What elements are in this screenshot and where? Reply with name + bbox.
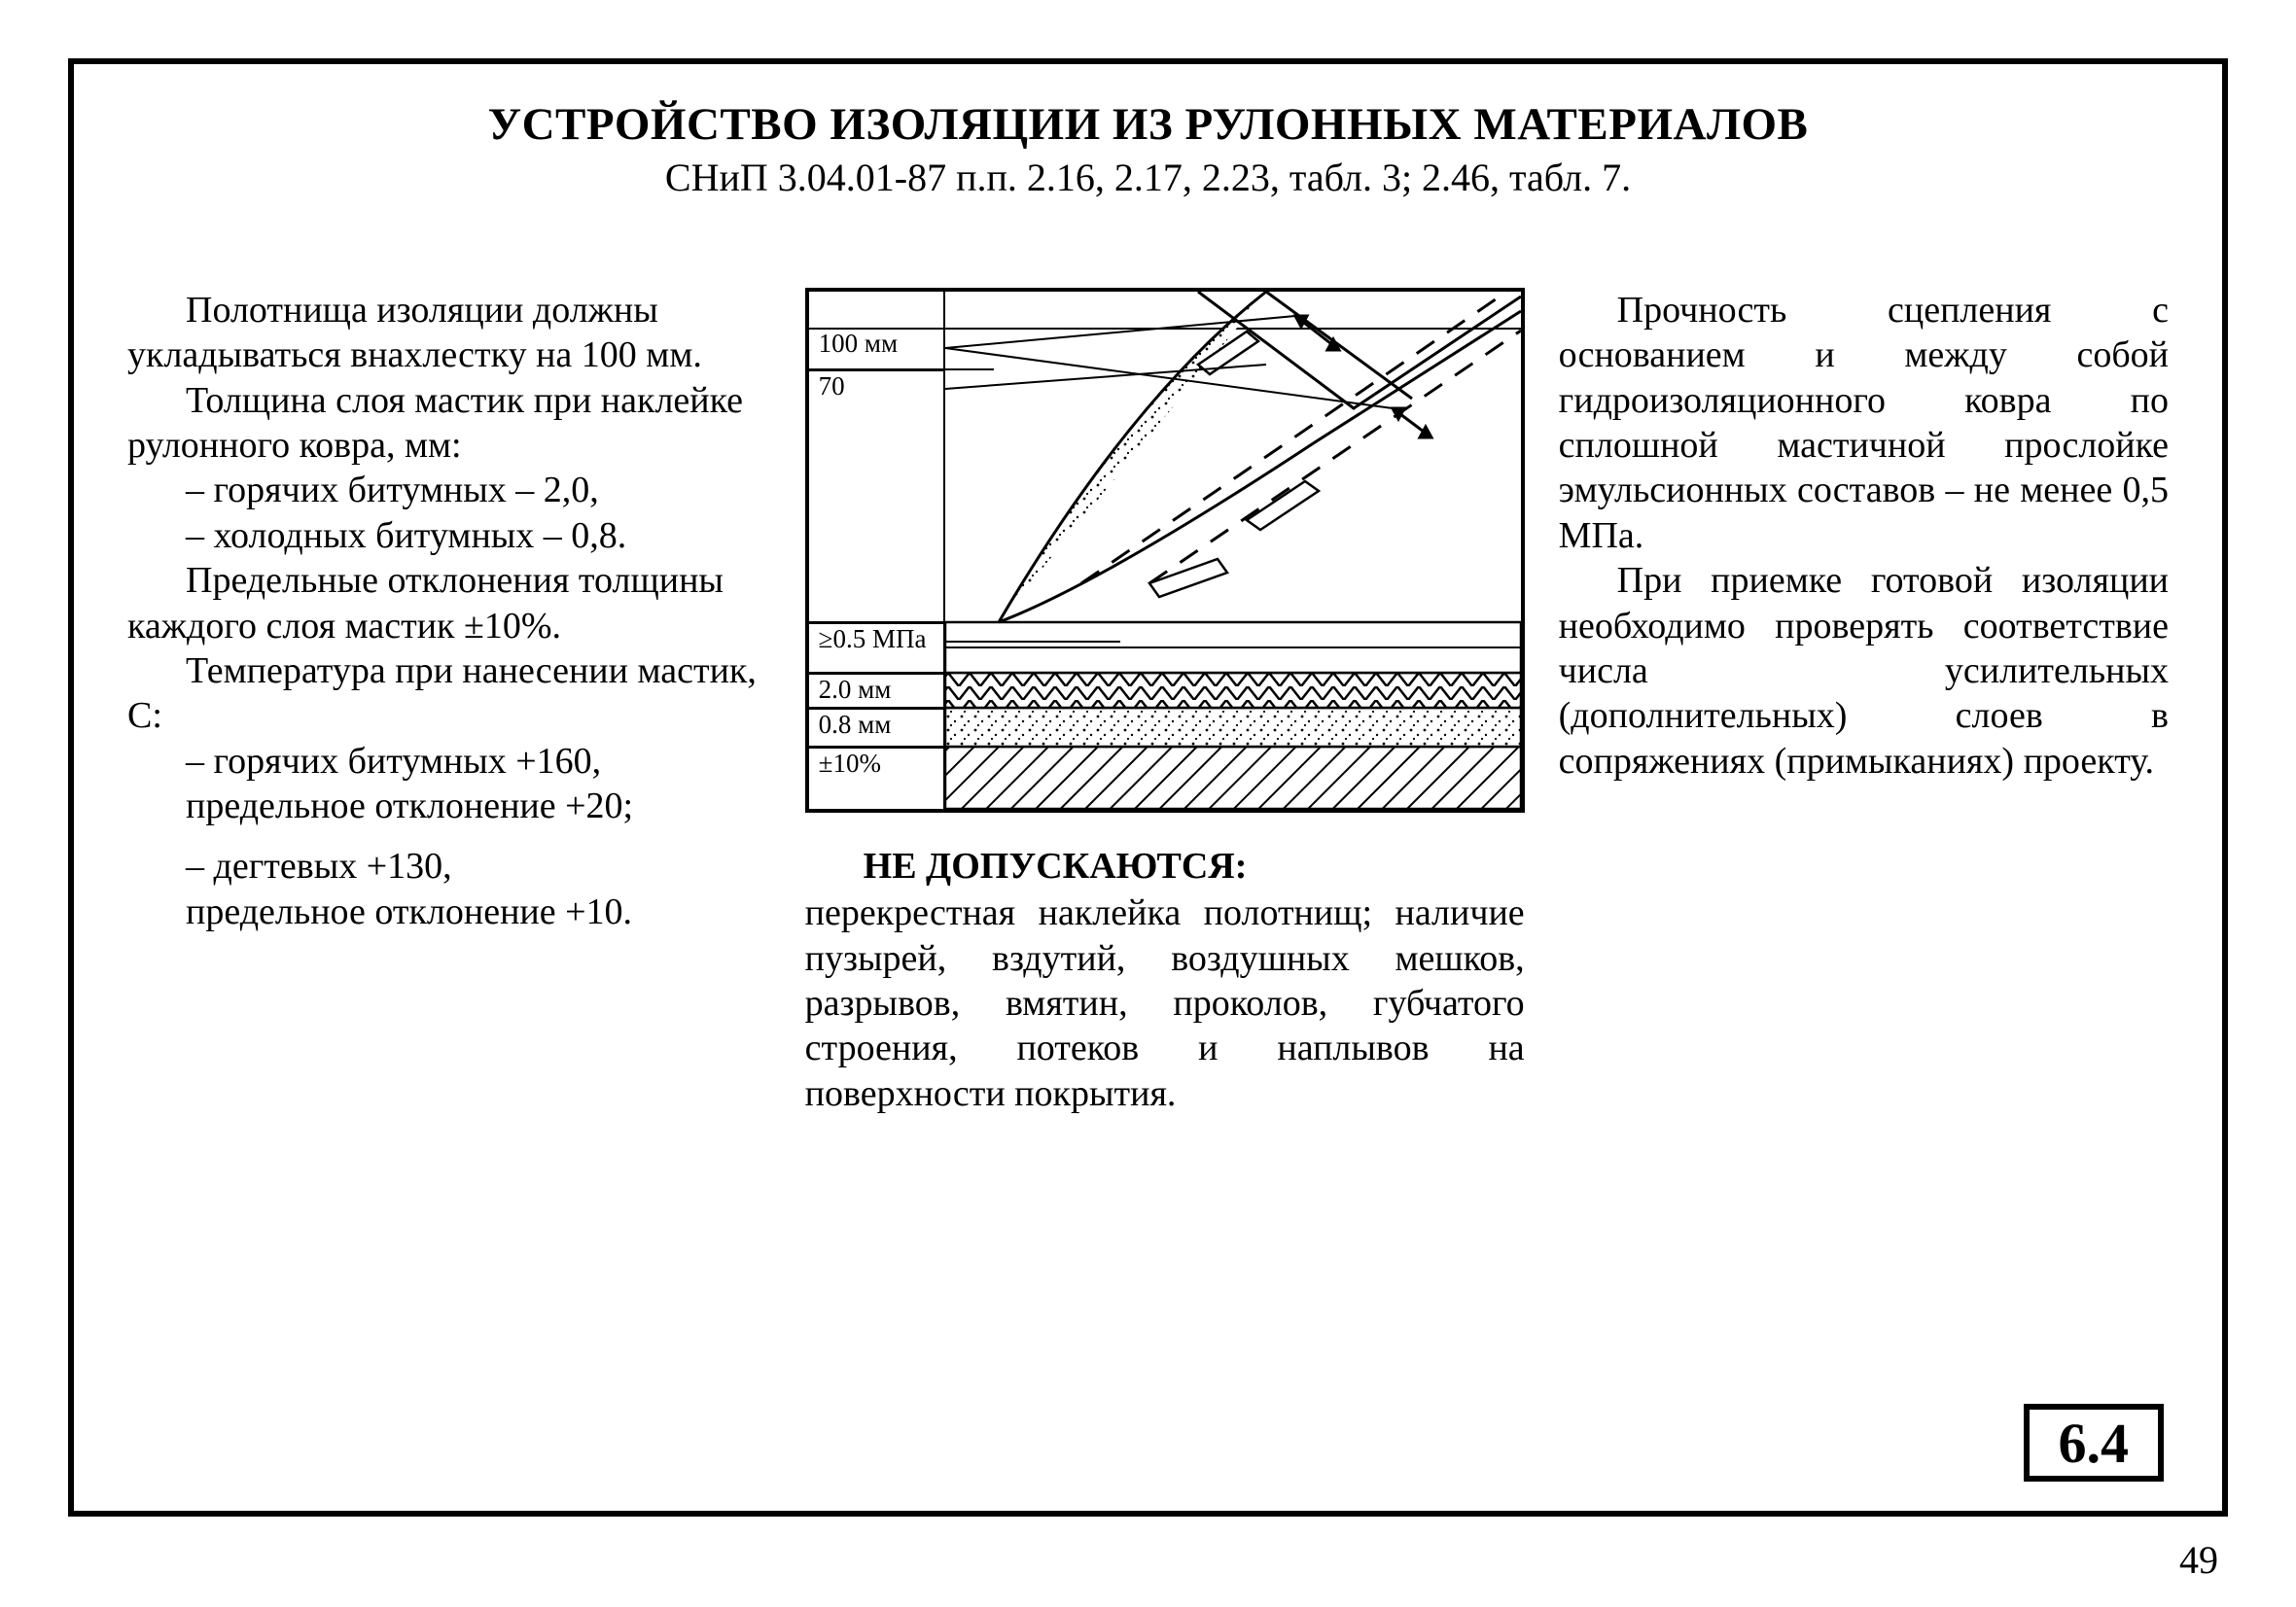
page-subtitle: СНиП 3.04.01-87 п.п. 2.16, 2.17, 2.23, т… bbox=[127, 155, 2169, 200]
page: УСТРОЙСТВО ИЗОЛЯЦИИ ИЗ РУЛОННЫХ МАТЕРИАЛ… bbox=[0, 0, 2296, 1607]
page-title: УСТРОЙСТВО ИЗОЛЯЦИИ ИЗ РУЛОННЫХ МАТЕРИАЛ… bbox=[127, 98, 2169, 151]
spacer bbox=[127, 828, 771, 844]
diagram-svg bbox=[809, 292, 1521, 809]
left-item-4b: предельное отклонение +10. bbox=[127, 890, 771, 934]
left-item-2: – холодных битумных – 0,8. bbox=[127, 513, 771, 558]
columns: Полотнища изоляции должны укладываться в… bbox=[127, 288, 2169, 1116]
left-item-4: – дегтевых +130, bbox=[127, 844, 771, 889]
left-p2: Толщина слоя мастик при наклейке рулонно… bbox=[127, 378, 771, 469]
section-number: 6.4 bbox=[2059, 1412, 2130, 1475]
content-frame: УСТРОЙСТВО ИЗОЛЯЦИИ ИЗ РУЛОННЫХ МАТЕРИАЛ… bbox=[68, 58, 2228, 1517]
right-p2: При приемке готовой изоляции необходимо … bbox=[1559, 558, 2169, 784]
left-item-3: – горячих битумных +160, предельное откл… bbox=[127, 739, 771, 829]
left-p3: Предельные отклонения толщины каждого сл… bbox=[127, 558, 771, 648]
defects-text: перекрестная наклейка полотнищ; наличие … bbox=[805, 891, 1525, 1116]
left-column: Полотнища изоляции должны укладываться в… bbox=[127, 288, 771, 1116]
left-p1: Полотнища изоляции должны укладываться в… bbox=[127, 288, 771, 378]
defects-heading: НЕ ДОПУСКАЮТСЯ: bbox=[805, 844, 1525, 889]
left-p4: Температура при нанесении мастик, С: bbox=[127, 648, 771, 739]
left-item-1: – горячих битумных – 2,0, bbox=[127, 468, 771, 512]
defects-block: НЕ ДОПУСКАЮТСЯ: перекрестная наклейка по… bbox=[805, 844, 1525, 1116]
middle-column: 100 мм 70 ≥0.5 МПа 2.0 мм 0.8 мм ±10% bbox=[805, 288, 1525, 1116]
diagram: 100 мм 70 ≥0.5 МПа 2.0 мм 0.8 мм ±10% bbox=[805, 288, 1525, 813]
section-number-box: 6.4 bbox=[2024, 1404, 2165, 1482]
right-column: Прочность сцепления с основанием и между… bbox=[1559, 288, 2169, 1116]
page-number: 49 bbox=[2179, 1537, 2218, 1583]
header-block: УСТРОЙСТВО ИЗОЛЯЦИИ ИЗ РУЛОННЫХ МАТЕРИАЛ… bbox=[127, 98, 2169, 200]
right-p1: Прочность сцепления с основанием и между… bbox=[1559, 288, 2169, 558]
